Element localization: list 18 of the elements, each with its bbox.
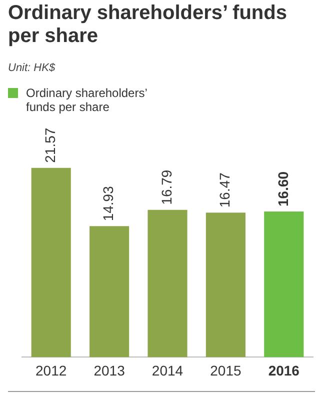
legend-label: Ordinary shareholders’ funds per share: [26, 86, 148, 114]
x-tick-label: 2014: [152, 362, 184, 378]
bar: [264, 211, 304, 358]
bar: [148, 210, 188, 358]
data-label: 14.93: [100, 186, 116, 222]
data-label: 16.60: [274, 171, 291, 206]
bar: [31, 168, 71, 358]
chart-title: Ordinary shareholders’ funds per share: [8, 2, 288, 48]
data-label: 16.47: [216, 172, 233, 208]
data-label: 16.79: [158, 170, 174, 205]
x-tick-label: 2015: [210, 362, 242, 378]
x-tick-label: 2016: [268, 362, 300, 378]
bar: [206, 212, 246, 358]
bar: [90, 226, 130, 358]
data-label: 21.57: [42, 128, 58, 163]
x-tick-label: 2013: [94, 362, 126, 378]
text: Unit: HK$: [8, 62, 56, 74]
x-tick-label: 2012: [36, 362, 67, 378]
